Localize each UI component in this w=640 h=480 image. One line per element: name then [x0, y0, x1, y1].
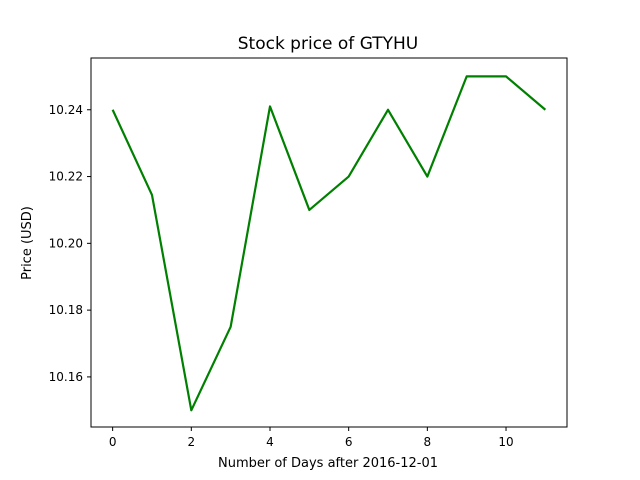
- y-tick-label: 10.20: [49, 236, 83, 250]
- y-tick-label: 10.24: [49, 103, 83, 117]
- x-tick-label: 10: [498, 435, 513, 449]
- x-tick-label: 6: [345, 435, 353, 449]
- y-tick-label: 10.16: [49, 370, 83, 384]
- plot-frame: [91, 58, 567, 427]
- y-axis-label: Price (USD): [20, 206, 35, 280]
- series-line-0: [113, 76, 546, 410]
- x-axis-label: Number of Days after 2016-12-01: [218, 456, 438, 471]
- x-tick-label: 8: [424, 435, 432, 449]
- x-tick-label: 2: [187, 435, 195, 449]
- y-axis: 10.16 10.18 10.20 10.22 10.24: [49, 103, 91, 384]
- x-axis: 0 2 4 6 8 10: [109, 427, 514, 449]
- y-tick-label: 10.22: [49, 170, 83, 184]
- x-tick-label: 0: [109, 435, 117, 449]
- y-tick-label: 10.18: [49, 303, 83, 317]
- plot-area: [113, 76, 546, 410]
- chart-title: Stock price of GTYHU: [238, 34, 419, 54]
- x-tick-label: 4: [266, 435, 274, 449]
